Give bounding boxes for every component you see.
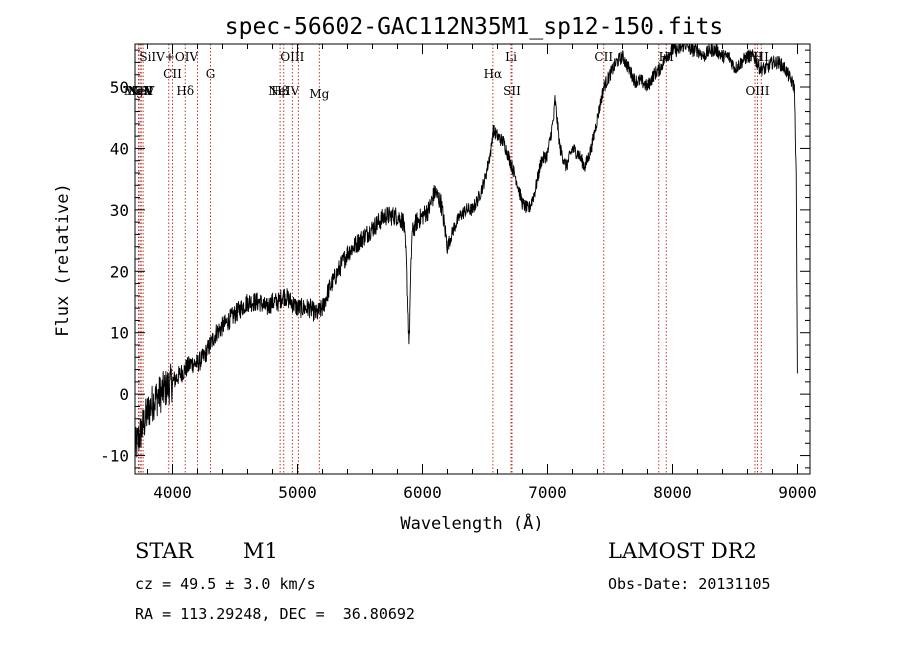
spectrum-series — [134, 43, 798, 458]
y-tick-label: 20 — [110, 262, 129, 281]
y-tick-label: 0 — [119, 385, 129, 404]
axes — [134, 43, 811, 475]
spectral-line-label: Hδ — [176, 84, 194, 98]
survey-name: LAMOST DR2 — [608, 539, 757, 563]
y-tick-label: 10 — [110, 324, 129, 343]
x-tick-label: 6000 — [403, 483, 442, 502]
y-axis-label: Flux (relative) — [53, 183, 73, 337]
spectral-lines: MgIINeVNeVOIISiIV+OIVCIIHδGHβNeIVOIIIMgH… — [124, 44, 770, 474]
spectral-line-label: CII — [594, 50, 613, 64]
y-ticks: -10 0 10 20 30 40 50 — [100, 49, 810, 469]
spectral-line-label: Hα — [484, 67, 503, 81]
object-subclass: M1 — [243, 539, 278, 563]
redshift-cz: cz = 49.5 ± 3.0 km/s — [135, 575, 316, 593]
x-tick-label: 8000 — [653, 483, 692, 502]
spectral-line-label: G — [206, 67, 216, 81]
chart-title: spec-56602-GAC112N35M1_sp12-150.fits — [225, 14, 724, 40]
y-tick-label: 50 — [110, 78, 129, 97]
spectral-line-label: HI — [754, 50, 769, 64]
spectral-line-label: OIII — [745, 84, 769, 98]
spectral-line-label: OII — [133, 84, 153, 98]
spectral-line-label: OIII — [280, 50, 304, 64]
y-tick-label: 40 — [110, 139, 129, 158]
x-axis-label: Wavelength (Å) — [400, 512, 543, 534]
spectral-line-label: SiIV+OIV — [139, 50, 198, 64]
spectral-line-label: MgII — [124, 84, 154, 98]
spectrum-line — [134, 43, 798, 458]
spectral-line-label: SII — [503, 84, 521, 98]
spectral-line-label: Hβ — [271, 84, 288, 98]
ra-dec-coordinates: RA = 113.29248, DEC = 36.80692 — [135, 605, 415, 623]
spectral-line-label: NeV — [127, 84, 154, 98]
plot-frame — [134, 43, 811, 475]
spectral-line-label: NeIV — [268, 84, 299, 98]
x-tick-label: 4000 — [153, 483, 192, 502]
observation-date: Obs-Date: 20131105 — [608, 575, 771, 593]
x-tick-label: 5000 — [278, 483, 317, 502]
x-tick-label: 9000 — [778, 483, 817, 502]
x-tick-label: 7000 — [528, 483, 567, 502]
object-type: STAR — [135, 539, 194, 563]
y-tick-label: 30 — [110, 201, 129, 220]
spectral-line-label: Mg — [309, 87, 329, 101]
spectral-line-label: Li — [505, 50, 517, 64]
spectral-line-label: CII — [163, 67, 182, 81]
y-tick-label: -10 — [100, 447, 129, 466]
x-ticks: 4000 5000 6000 7000 8000 9000 — [147, 44, 817, 502]
